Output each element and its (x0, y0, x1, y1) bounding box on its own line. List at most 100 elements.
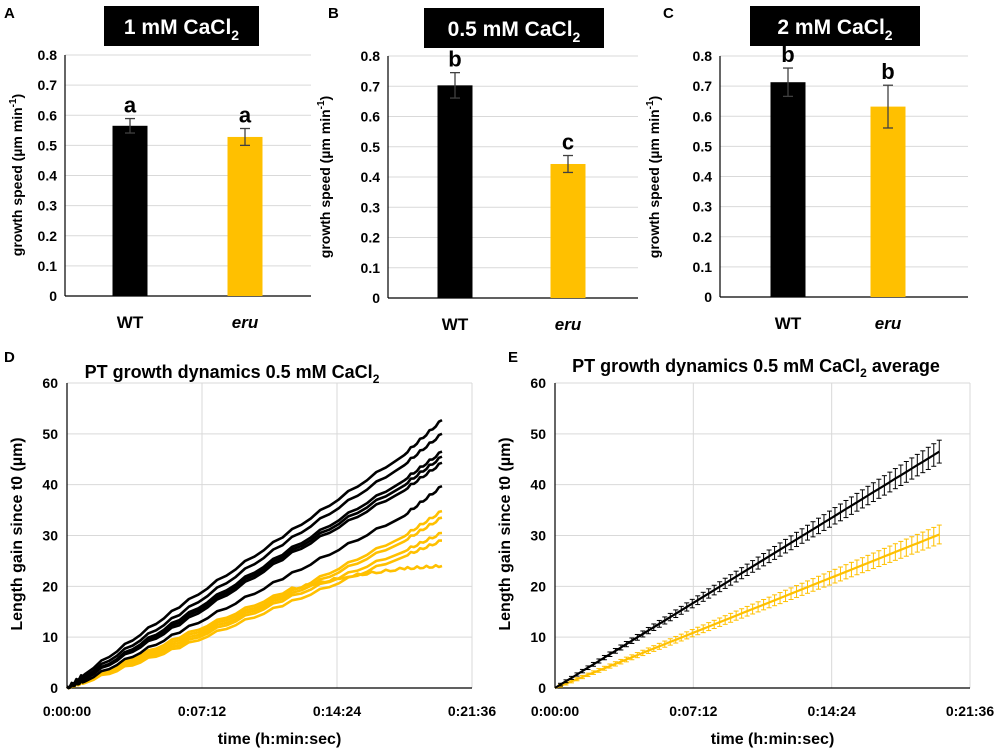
x-tick-label: 0:07:12 (178, 703, 226, 719)
text-span: 2 (885, 27, 893, 43)
y-tick-label: 30 (530, 528, 546, 544)
series-line-wt-5 (66, 461, 443, 690)
y-axis-label: growth speed (µm min-1) (316, 96, 333, 258)
text-span: 2 (860, 366, 867, 380)
text-span: 2 (573, 29, 581, 45)
y-tick-label: 0.8 (361, 48, 381, 64)
y-tick-label: 0.5 (693, 138, 713, 154)
y-tick-label: 0.2 (38, 228, 58, 244)
y-tick-label: 0.8 (38, 47, 58, 63)
y-tick-label: 10 (42, 629, 58, 645)
panel-letter-b: B (328, 5, 339, 22)
y-tick-label: 40 (530, 477, 546, 493)
text-span: -1 (316, 100, 327, 109)
text-span: -1 (645, 100, 656, 109)
x-tick-label: 0:14:24 (808, 703, 856, 719)
text-span: 2 mM CaCl (777, 16, 884, 39)
y-axis-label: Length gain since t0 (µm) (497, 437, 514, 630)
y-tick-label: 0.3 (361, 199, 381, 215)
x-axis-label: time (h:min:sec) (711, 731, 835, 748)
y-tick-label: 60 (530, 375, 546, 391)
y-tick-label: 0.1 (693, 259, 713, 275)
text-span: ) (317, 96, 333, 101)
x-tick-label: 0:00:00 (43, 703, 91, 719)
bar-chart-c: 0 0.1 0.2 0.3 0.4 0.5 0.6 0.7 0.8 b WT b eru growth s… (645, 6, 968, 333)
text-span: ) (9, 94, 25, 99)
series-line-wt-2 (66, 432, 443, 690)
bar-eru (227, 136, 263, 296)
y-axis-label: Length gain since t0 (µm) (9, 437, 26, 630)
significance-letter: b (881, 59, 894, 84)
panel-letter-d: D (4, 349, 15, 366)
significance-letter: c (562, 130, 574, 155)
text-span: growth speed (µm min (646, 109, 662, 258)
y-tick-label: 0.8 (693, 48, 713, 64)
y-tick-label: 0.4 (38, 168, 58, 184)
y-tick-label: 0.3 (693, 199, 713, 215)
y-tick-label: 10 (530, 629, 546, 645)
significance-letter: b (781, 42, 794, 67)
y-tick-label: 0.2 (361, 230, 381, 246)
bar-chart-b: 0 0.1 0.2 0.3 0.4 0.5 0.6 0.7 0.8 b WT c eru growth s… (316, 8, 638, 334)
x-tick-label: 0:14:24 (313, 703, 361, 719)
y-tick-label: 0.3 (38, 198, 58, 214)
x-axis-label: time (h:min:sec) (218, 731, 342, 748)
y-tick-label: 20 (530, 578, 546, 594)
y-tick-label: 0.5 (361, 139, 381, 155)
text-span: growth speed (µm min (9, 107, 25, 256)
y-tick-label: 0.6 (361, 109, 381, 125)
text-span: 2 (373, 372, 380, 386)
series-line-eru-4 (66, 539, 442, 690)
category-label: WT (442, 315, 469, 334)
category-label: eru (875, 314, 902, 333)
category-label: WT (775, 314, 802, 333)
series-line-eru-5 (66, 563, 443, 690)
text-span: average (867, 356, 940, 376)
text-span: growth speed (µm min (317, 109, 333, 258)
text-span: 2 (231, 27, 239, 43)
text-span: -1 (8, 98, 19, 107)
significance-letter: a (239, 103, 252, 128)
x-tick-label: 0:21:36 (946, 703, 994, 719)
chart-title: PT growth dynamics 0.5 mM CaCl2 (85, 362, 380, 386)
significance-letter: a (124, 93, 137, 118)
x-tick-label: 0:00:00 (531, 703, 579, 719)
y-tick-label: 20 (42, 578, 58, 594)
text-span: 0.5 mM CaCl (448, 18, 573, 41)
title-box (424, 8, 604, 48)
bar-eru (870, 106, 906, 297)
y-tick-label: 0.7 (361, 78, 381, 94)
x-tick-label: 0:21:36 (448, 703, 496, 719)
series-line-wt-1 (66, 418, 443, 689)
category-label: WT (117, 313, 144, 332)
panel-letter-e: E (508, 349, 518, 366)
line-chart-d: 0 10 20 30 40 50 60 0:00:00 0:07:12 0:14:24 0:21:3… (9, 362, 496, 748)
y-tick-label: 0.1 (38, 258, 58, 274)
series-line (554, 533, 940, 690)
bar-eru (550, 163, 586, 298)
y-tick-label: 0.2 (693, 229, 713, 245)
y-axis-label: growth speed (µm min-1) (645, 96, 662, 258)
series-line-wt-6 (66, 484, 443, 690)
y-tick-label: 60 (42, 375, 58, 391)
text-span: ) (646, 96, 662, 101)
title-box (104, 6, 259, 46)
panel-letter-c: C (663, 5, 674, 22)
bar-chart-a: 0 0.1 0.2 0.3 0.4 0.5 0.6 0.7 0.8 a WT a eru growth s… (8, 6, 311, 332)
y-tick-label: 0.1 (361, 260, 381, 276)
y-tick-label: 0.7 (38, 77, 58, 93)
y-tick-label: 0.4 (361, 169, 381, 185)
y-tick-label: 0.4 (693, 169, 713, 185)
y-tick-label: 0.6 (38, 107, 58, 123)
y-tick-label: 0 (372, 290, 380, 306)
x-tick-label: 0:07:12 (669, 703, 717, 719)
title-box (750, 6, 920, 46)
y-tick-label: 40 (42, 477, 58, 493)
y-tick-label: 50 (530, 426, 546, 442)
category-label: eru (232, 313, 259, 332)
y-tick-label: 0.5 (38, 137, 58, 153)
significance-letter: b (448, 47, 461, 72)
series-line (554, 450, 940, 689)
series-eru-average (554, 524, 942, 690)
text-span: PT growth dynamics 0.5 mM CaCl (572, 356, 860, 376)
